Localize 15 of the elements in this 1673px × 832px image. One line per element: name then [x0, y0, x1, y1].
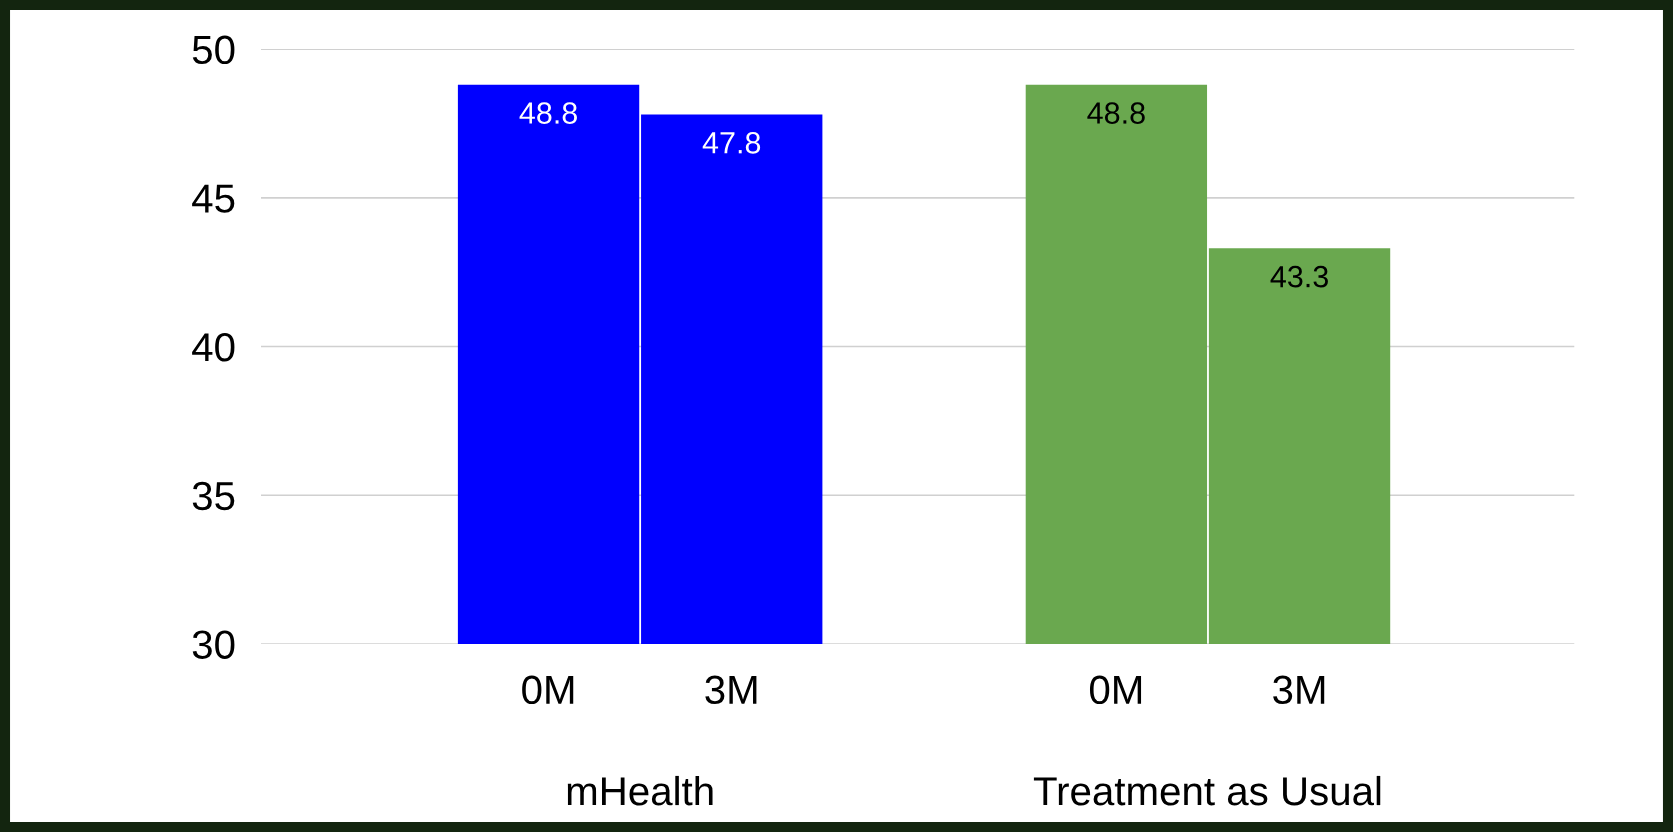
- data-label: 48.8: [1087, 102, 1145, 124]
- y-tick-label: 50: [192, 35, 235, 65]
- data-label: 48.8: [519, 102, 577, 124]
- x-tick-label: 0M: [522, 675, 574, 705]
- y-tick-label: 45: [192, 184, 235, 213]
- y-tick-label: 30: [192, 630, 235, 659]
- x-tick-label: 0M: [1089, 675, 1142, 705]
- y-tick-label: 40: [192, 333, 235, 362]
- x-tick-label: 3M: [1273, 675, 1325, 705]
- x-tick-label: 3M: [705, 675, 757, 705]
- data-label: 43.3: [1270, 265, 1328, 288]
- text: Treatment as Usual: [1033, 775, 1381, 806]
- y-tick-label: 35: [192, 481, 235, 511]
- text: mHealth: [567, 775, 713, 806]
- data-label: 47.8: [702, 132, 761, 154]
